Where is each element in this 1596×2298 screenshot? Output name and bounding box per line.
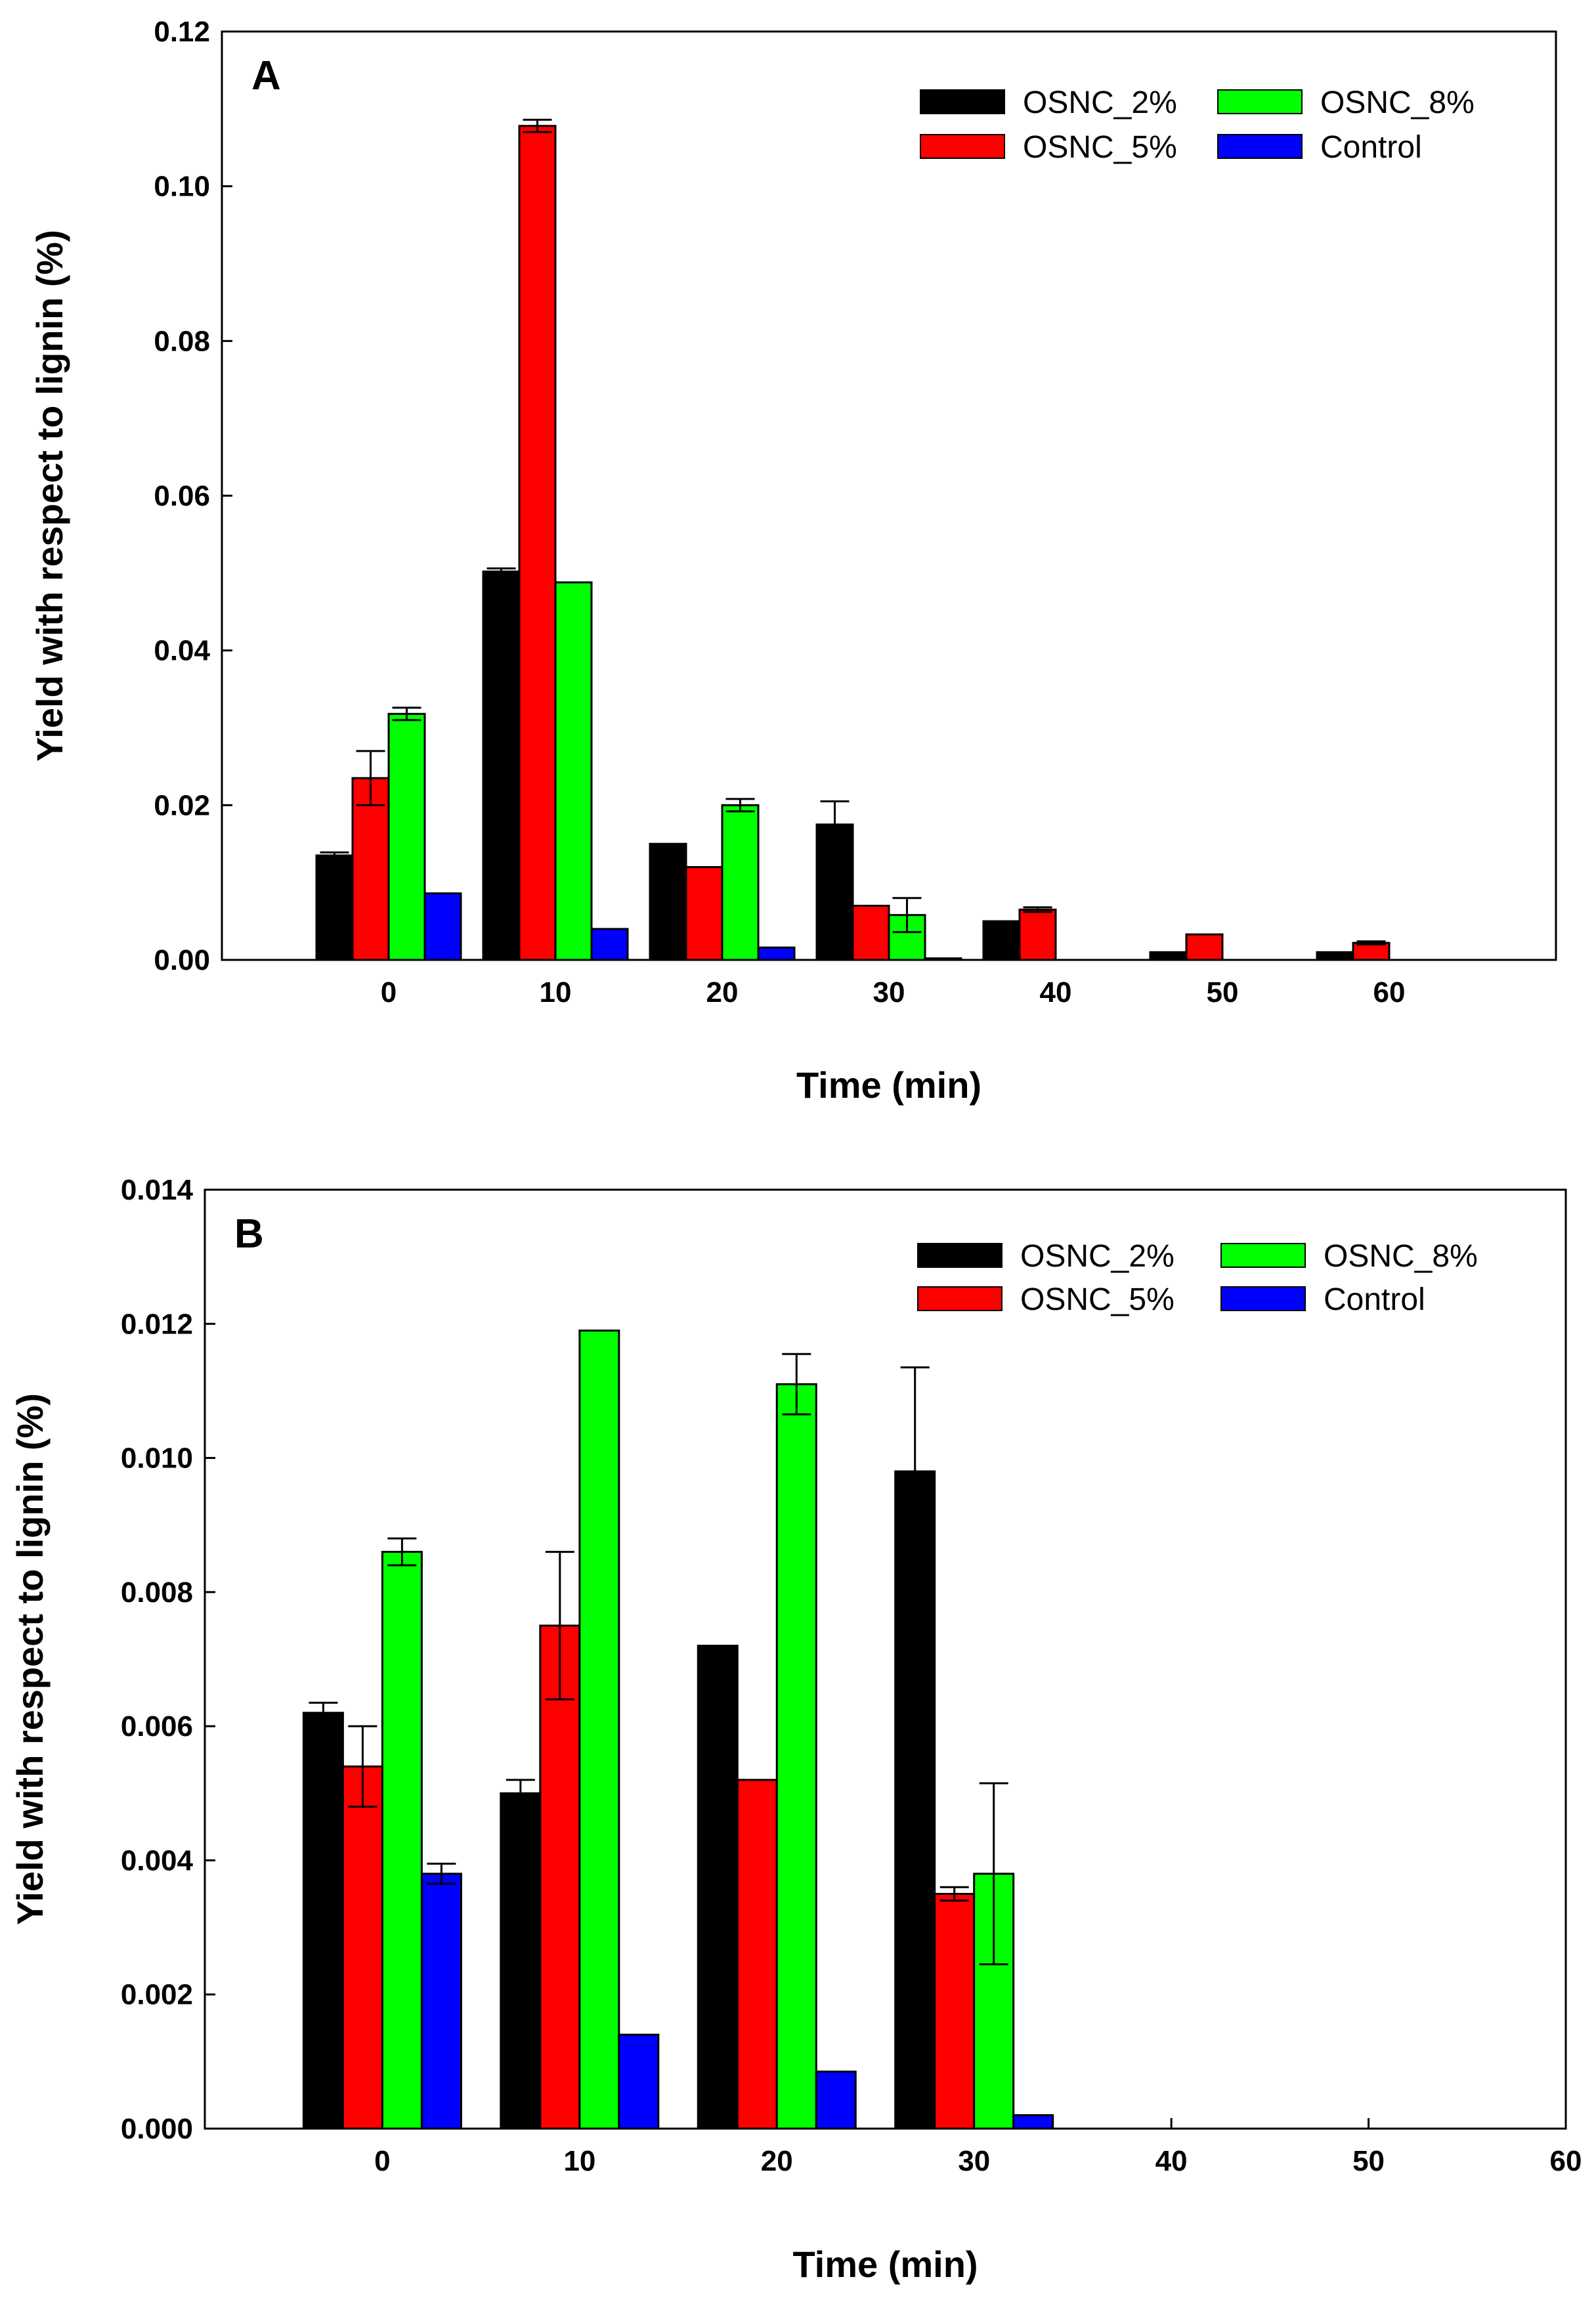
bar — [924, 957, 962, 961]
legend-label: Control — [1324, 1282, 1425, 1317]
chart-panel-a: 0.00 0.02 0.04 0.06 0.08 0.10 0.12 0 10 20 30 40 50 6… — [29, 16, 1557, 1106]
y-tick-label: 0.00 — [154, 944, 210, 976]
bar — [721, 804, 760, 961]
bar — [539, 1624, 581, 2130]
y-tick-label: 0.06 — [154, 480, 210, 512]
bar — [1018, 908, 1057, 961]
x-tick-label: 20 — [761, 2145, 793, 2177]
y-tick-label: 0.12 — [154, 16, 210, 48]
legend-label: OSNC_8% — [1320, 85, 1475, 120]
legend: OSNC_2% OSNC_5% OSNC_8% Control — [917, 1239, 1478, 1317]
y-tick-label: 0.012 — [121, 1308, 193, 1340]
bar — [894, 1470, 936, 2130]
legend-label: OSNC_5% — [1020, 1282, 1175, 1317]
x-tick-label: 40 — [1040, 976, 1072, 1008]
bar — [387, 712, 426, 961]
legend: OSNC_2% OSNC_5% OSNC_8% Control — [920, 85, 1475, 165]
bar — [554, 581, 593, 961]
x-tick-label: 60 — [1550, 2145, 1582, 2177]
bar — [618, 2033, 660, 2130]
bar — [423, 892, 462, 961]
bar — [934, 1893, 976, 2130]
legend-swatch — [1217, 134, 1303, 159]
y-tick-label: 0.008 — [121, 1576, 193, 1609]
y-tick-label: 0.014 — [121, 1174, 194, 1206]
x-tick-label: 40 — [1155, 2145, 1188, 2177]
bar — [420, 1873, 462, 2130]
bar — [578, 1330, 620, 2130]
y-tick-label: 0.006 — [121, 1710, 193, 1743]
bar — [649, 842, 687, 961]
y-tick-label: 0.02 — [154, 789, 210, 821]
panel-label: A — [251, 53, 281, 98]
chart-panel-b: 0.000 0.002 0.004 0.006 0.008 0.010 0.012 0.014… — [9, 1174, 1582, 2285]
bar — [1185, 933, 1224, 961]
bar — [518, 125, 557, 961]
y-tick-label: 0.004 — [121, 1844, 194, 1876]
x-tick-label: 0 — [374, 2145, 390, 2177]
plot-frame — [204, 1188, 1567, 2130]
y-tick-label: 0.08 — [154, 325, 210, 357]
x-tick-label: 10 — [563, 2145, 595, 2177]
bar — [341, 1765, 383, 2130]
legend-swatch — [1217, 89, 1303, 114]
y-tick-label: 0.04 — [154, 635, 210, 667]
x-tick-label: 60 — [1373, 976, 1406, 1008]
x-axis-title: Time (min) — [792, 2244, 978, 2285]
x-tick-label: 30 — [958, 2145, 990, 2177]
bar — [1012, 2114, 1054, 2130]
y-tick-label: 0.002 — [121, 1979, 193, 2011]
y-axis-title: Yield with respect to lignin (%) — [29, 230, 70, 762]
bar — [1149, 951, 1188, 961]
legend-swatch — [920, 89, 1005, 114]
bar — [381, 1551, 423, 2130]
legend-label: OSNC_2% — [1020, 1239, 1175, 1274]
legend-label: OSNC_5% — [1023, 130, 1177, 165]
legend-swatch — [920, 134, 1005, 159]
legend-swatch — [917, 1286, 1003, 1311]
bar — [775, 1383, 817, 2130]
bar — [736, 1779, 778, 2130]
y-tick-label: 0.010 — [121, 1442, 193, 1475]
x-tick-label: 0 — [381, 976, 397, 1008]
legend-label: OSNC_8% — [1324, 1239, 1478, 1274]
x-tick-label: 30 — [873, 976, 905, 1008]
bar — [315, 854, 354, 961]
legend-swatch — [1220, 1286, 1306, 1311]
bar — [982, 920, 1021, 961]
panel-label: B — [234, 1211, 264, 1257]
x-axis-title: Time (min) — [796, 1064, 981, 1106]
bar — [500, 1792, 542, 2130]
y-tick-label: 0.000 — [121, 2113, 193, 2145]
legend-swatch — [917, 1243, 1003, 1268]
legend-label: OSNC_2% — [1023, 85, 1177, 120]
bar — [757, 946, 796, 961]
legend-label: Control — [1320, 130, 1422, 165]
bar — [1316, 951, 1354, 961]
y-tick-label: 0.10 — [154, 171, 210, 203]
bar — [697, 1645, 739, 2130]
bar — [685, 866, 723, 961]
bar — [482, 570, 521, 961]
y-axis-title: Yield with respect to lignin (%) — [9, 1393, 51, 1925]
x-tick-label: 50 — [1207, 976, 1239, 1008]
x-tick-label: 50 — [1352, 2145, 1385, 2177]
bar — [302, 1712, 344, 2130]
x-tick-label: 20 — [706, 976, 739, 1008]
bar — [815, 2070, 857, 2130]
legend-swatch — [1220, 1243, 1306, 1268]
bar — [590, 928, 629, 961]
bar — [852, 905, 890, 961]
bar — [1352, 942, 1391, 961]
x-tick-label: 10 — [540, 976, 572, 1008]
